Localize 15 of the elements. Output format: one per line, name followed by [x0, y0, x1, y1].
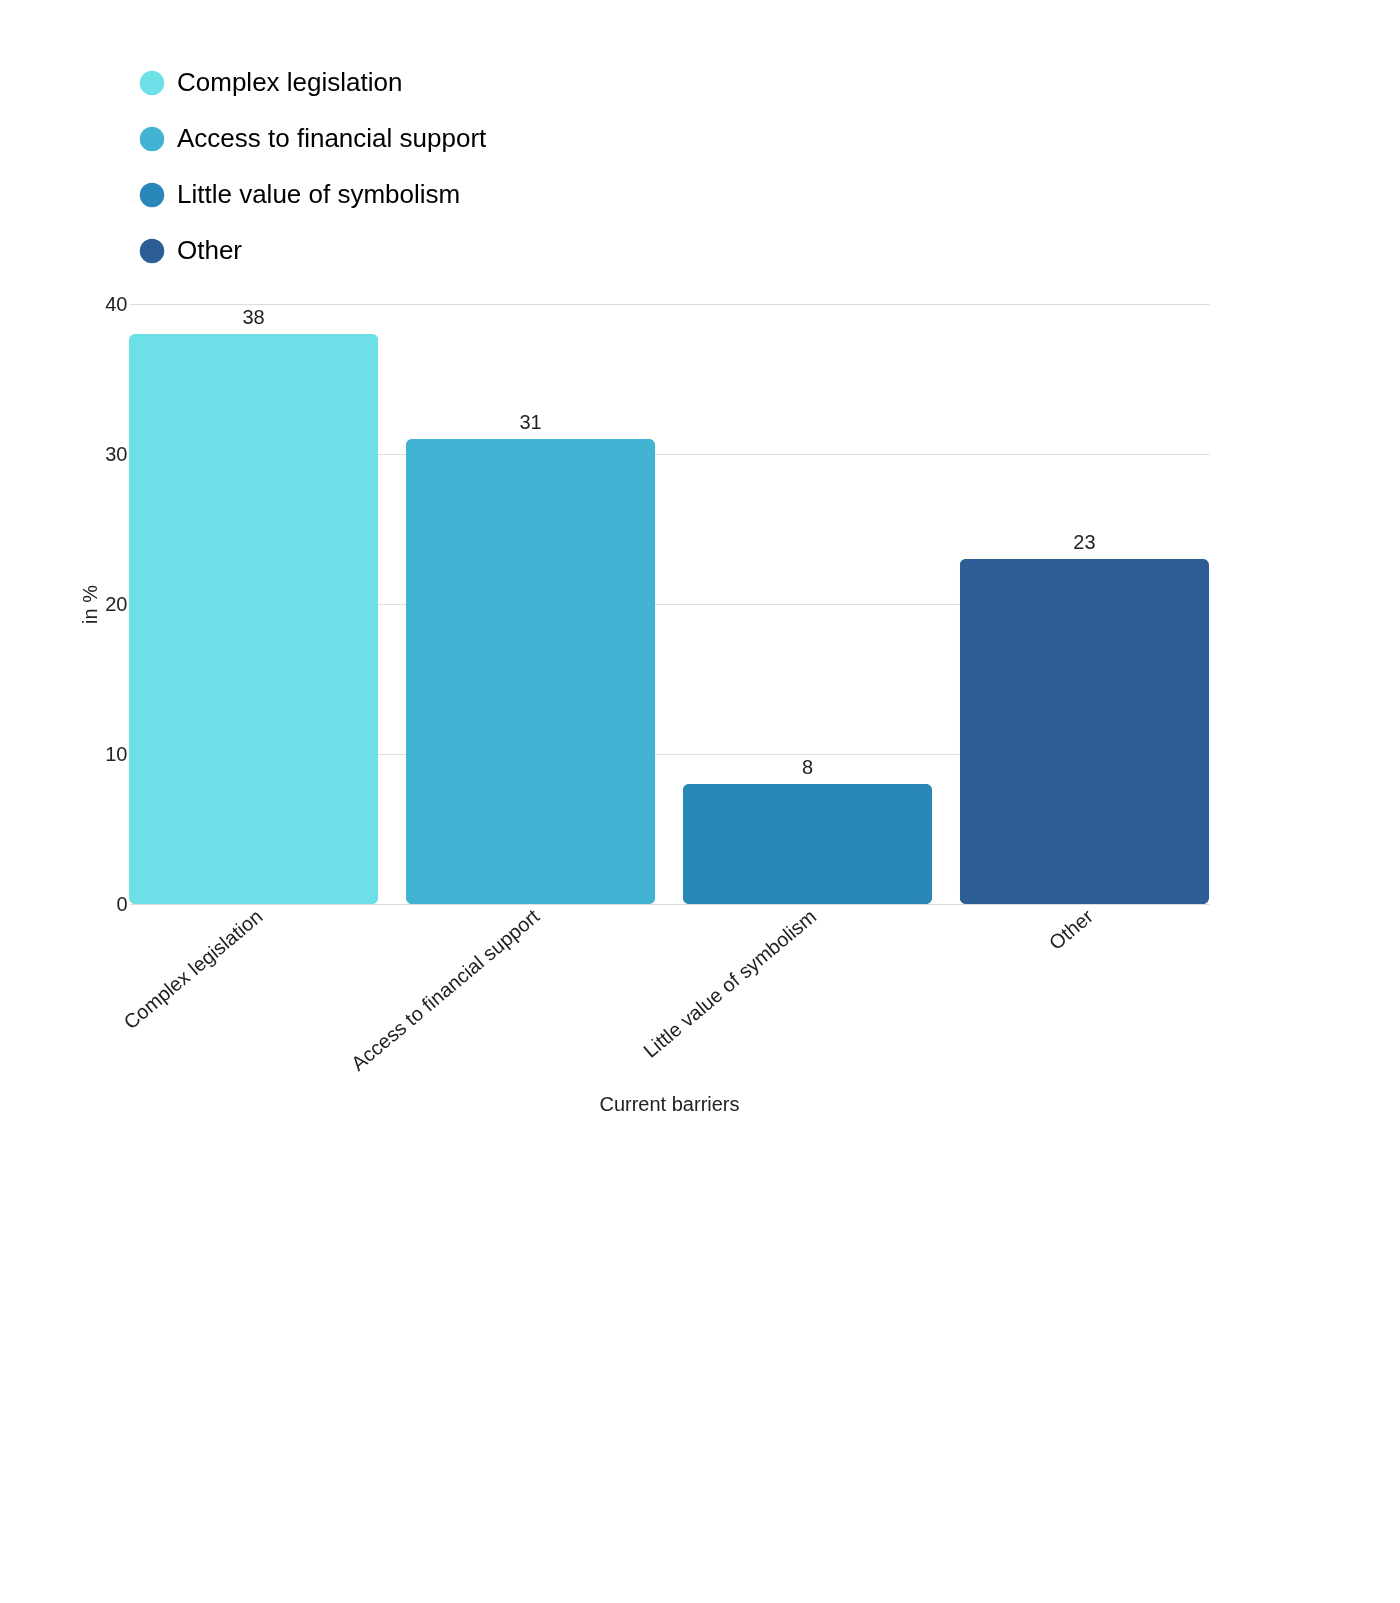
y-tick-label: 20	[105, 592, 128, 615]
legend-label: Complex legislation	[177, 67, 403, 97]
y-axis-title: in %	[79, 584, 102, 624]
y-tick-label: 30	[105, 442, 128, 465]
y-tick-label: 40	[105, 292, 128, 315]
data-label: 8	[801, 756, 814, 778]
data-label: 38	[242, 306, 265, 328]
y-tick-label: 10	[105, 742, 128, 765]
y-tick-label: 0	[116, 892, 128, 915]
data-label: 23	[1073, 531, 1096, 553]
legend-label: Other	[177, 235, 243, 265]
data-label: 31	[519, 411, 542, 433]
x-axis-title: Current barriers	[599, 1092, 740, 1115]
legend-label: Little value of symbolism	[177, 179, 461, 209]
legend-label: Access to financial support	[177, 123, 488, 153]
